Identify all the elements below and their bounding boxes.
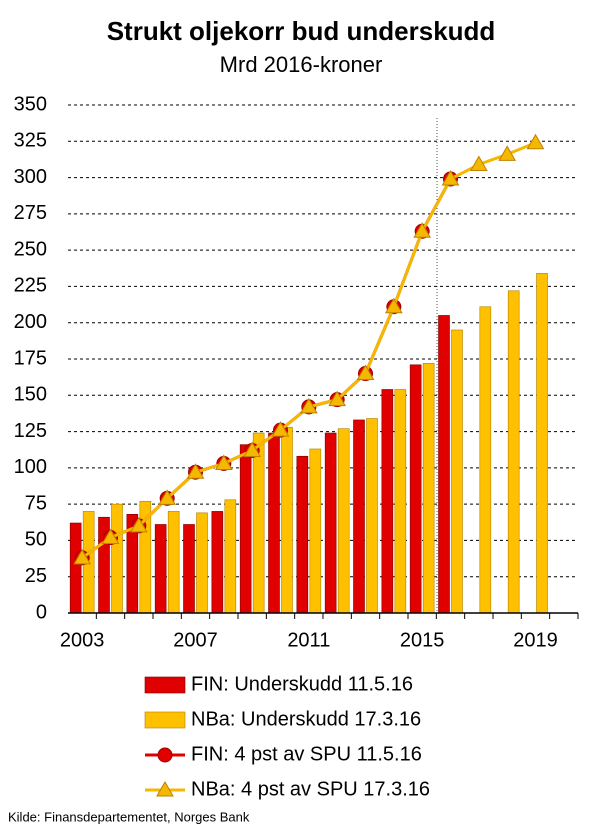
line-marker	[299, 397, 318, 414]
bar	[111, 503, 123, 614]
legend-marker	[156, 780, 174, 797]
bar	[167, 511, 180, 614]
y-tick-label: 0	[36, 601, 47, 623]
bar	[281, 426, 293, 614]
legend-label: NBa: 4 pst av SPU 17.3.16	[191, 778, 430, 800]
source: Kilde: Finansdepartementet, Norges Bank	[8, 809, 250, 824]
line-marker	[214, 454, 233, 471]
bar	[381, 389, 394, 614]
legend-label: FIN: Underskudd 11.5.16	[191, 673, 413, 695]
line-marker	[158, 489, 177, 505]
bar	[268, 432, 280, 614]
bar	[309, 448, 322, 614]
y-tick-label: 225	[14, 275, 47, 297]
bar	[409, 364, 422, 614]
legend-swatch	[144, 711, 186, 729]
y-tick-label: 250	[14, 238, 47, 260]
x-tick-label: 2011	[287, 629, 330, 651]
y-tick-label: 50	[25, 529, 47, 551]
bar	[69, 522, 82, 614]
bar	[479, 306, 492, 614]
line-marker	[271, 421, 290, 437]
line-marker	[73, 548, 92, 565]
y-tick-label: 300	[14, 166, 47, 188]
line-marker	[328, 390, 347, 407]
y-tick-label: 25	[25, 565, 47, 587]
bar	[353, 419, 365, 614]
bar	[451, 329, 463, 614]
bar	[366, 418, 378, 614]
bar	[252, 432, 265, 614]
legend-marker	[157, 747, 173, 763]
bar	[422, 363, 435, 614]
chart-title: Strukt oljekorr bud underskudd	[107, 16, 496, 46]
bar	[324, 432, 337, 614]
legend-label: NBa: Underskudd 17.3.16	[191, 708, 421, 730]
line-marker	[498, 145, 517, 161]
y-tick-label: 325	[14, 130, 47, 152]
y-tick-label: 175	[14, 347, 47, 369]
y-tick-label: 200	[14, 311, 47, 333]
chart-subtitle: Mrd 2016-kroner	[220, 52, 383, 77]
bar	[154, 524, 167, 614]
bar	[196, 512, 208, 614]
line-marker	[441, 170, 460, 186]
bar	[296, 455, 309, 614]
y-tick-label: 100	[14, 456, 47, 478]
bar	[394, 389, 407, 614]
line-marker	[413, 222, 432, 238]
bar	[438, 315, 450, 614]
line-marker	[469, 155, 488, 172]
x-tick-label: 2007	[173, 629, 218, 651]
line-marker	[186, 463, 205, 479]
line-marker	[101, 528, 120, 545]
y-tick-label: 125	[14, 420, 47, 442]
bar	[224, 499, 237, 614]
line-marker	[243, 441, 262, 457]
x-tick-label: 2019	[513, 629, 558, 651]
y-tick-label: 75	[25, 492, 47, 514]
x-tick-label: 2015	[400, 629, 445, 651]
legend-swatch	[144, 676, 186, 694]
line	[81, 141, 537, 560]
bar	[211, 511, 224, 614]
y-tick-label: 275	[14, 202, 47, 224]
bar	[507, 290, 520, 614]
line-marker	[526, 133, 545, 150]
bar	[337, 428, 350, 614]
x-tick-label: 2003	[60, 629, 105, 651]
line-marker	[129, 516, 148, 533]
line-marker	[384, 297, 403, 314]
bar	[183, 524, 195, 614]
y-tick-label: 150	[14, 384, 47, 406]
bar	[239, 444, 252, 614]
line-marker	[356, 364, 375, 381]
legend-label: FIN: 4 pst av SPU 11.5.16	[191, 743, 422, 765]
y-tick-label: 350	[14, 93, 47, 115]
bar	[536, 273, 548, 614]
